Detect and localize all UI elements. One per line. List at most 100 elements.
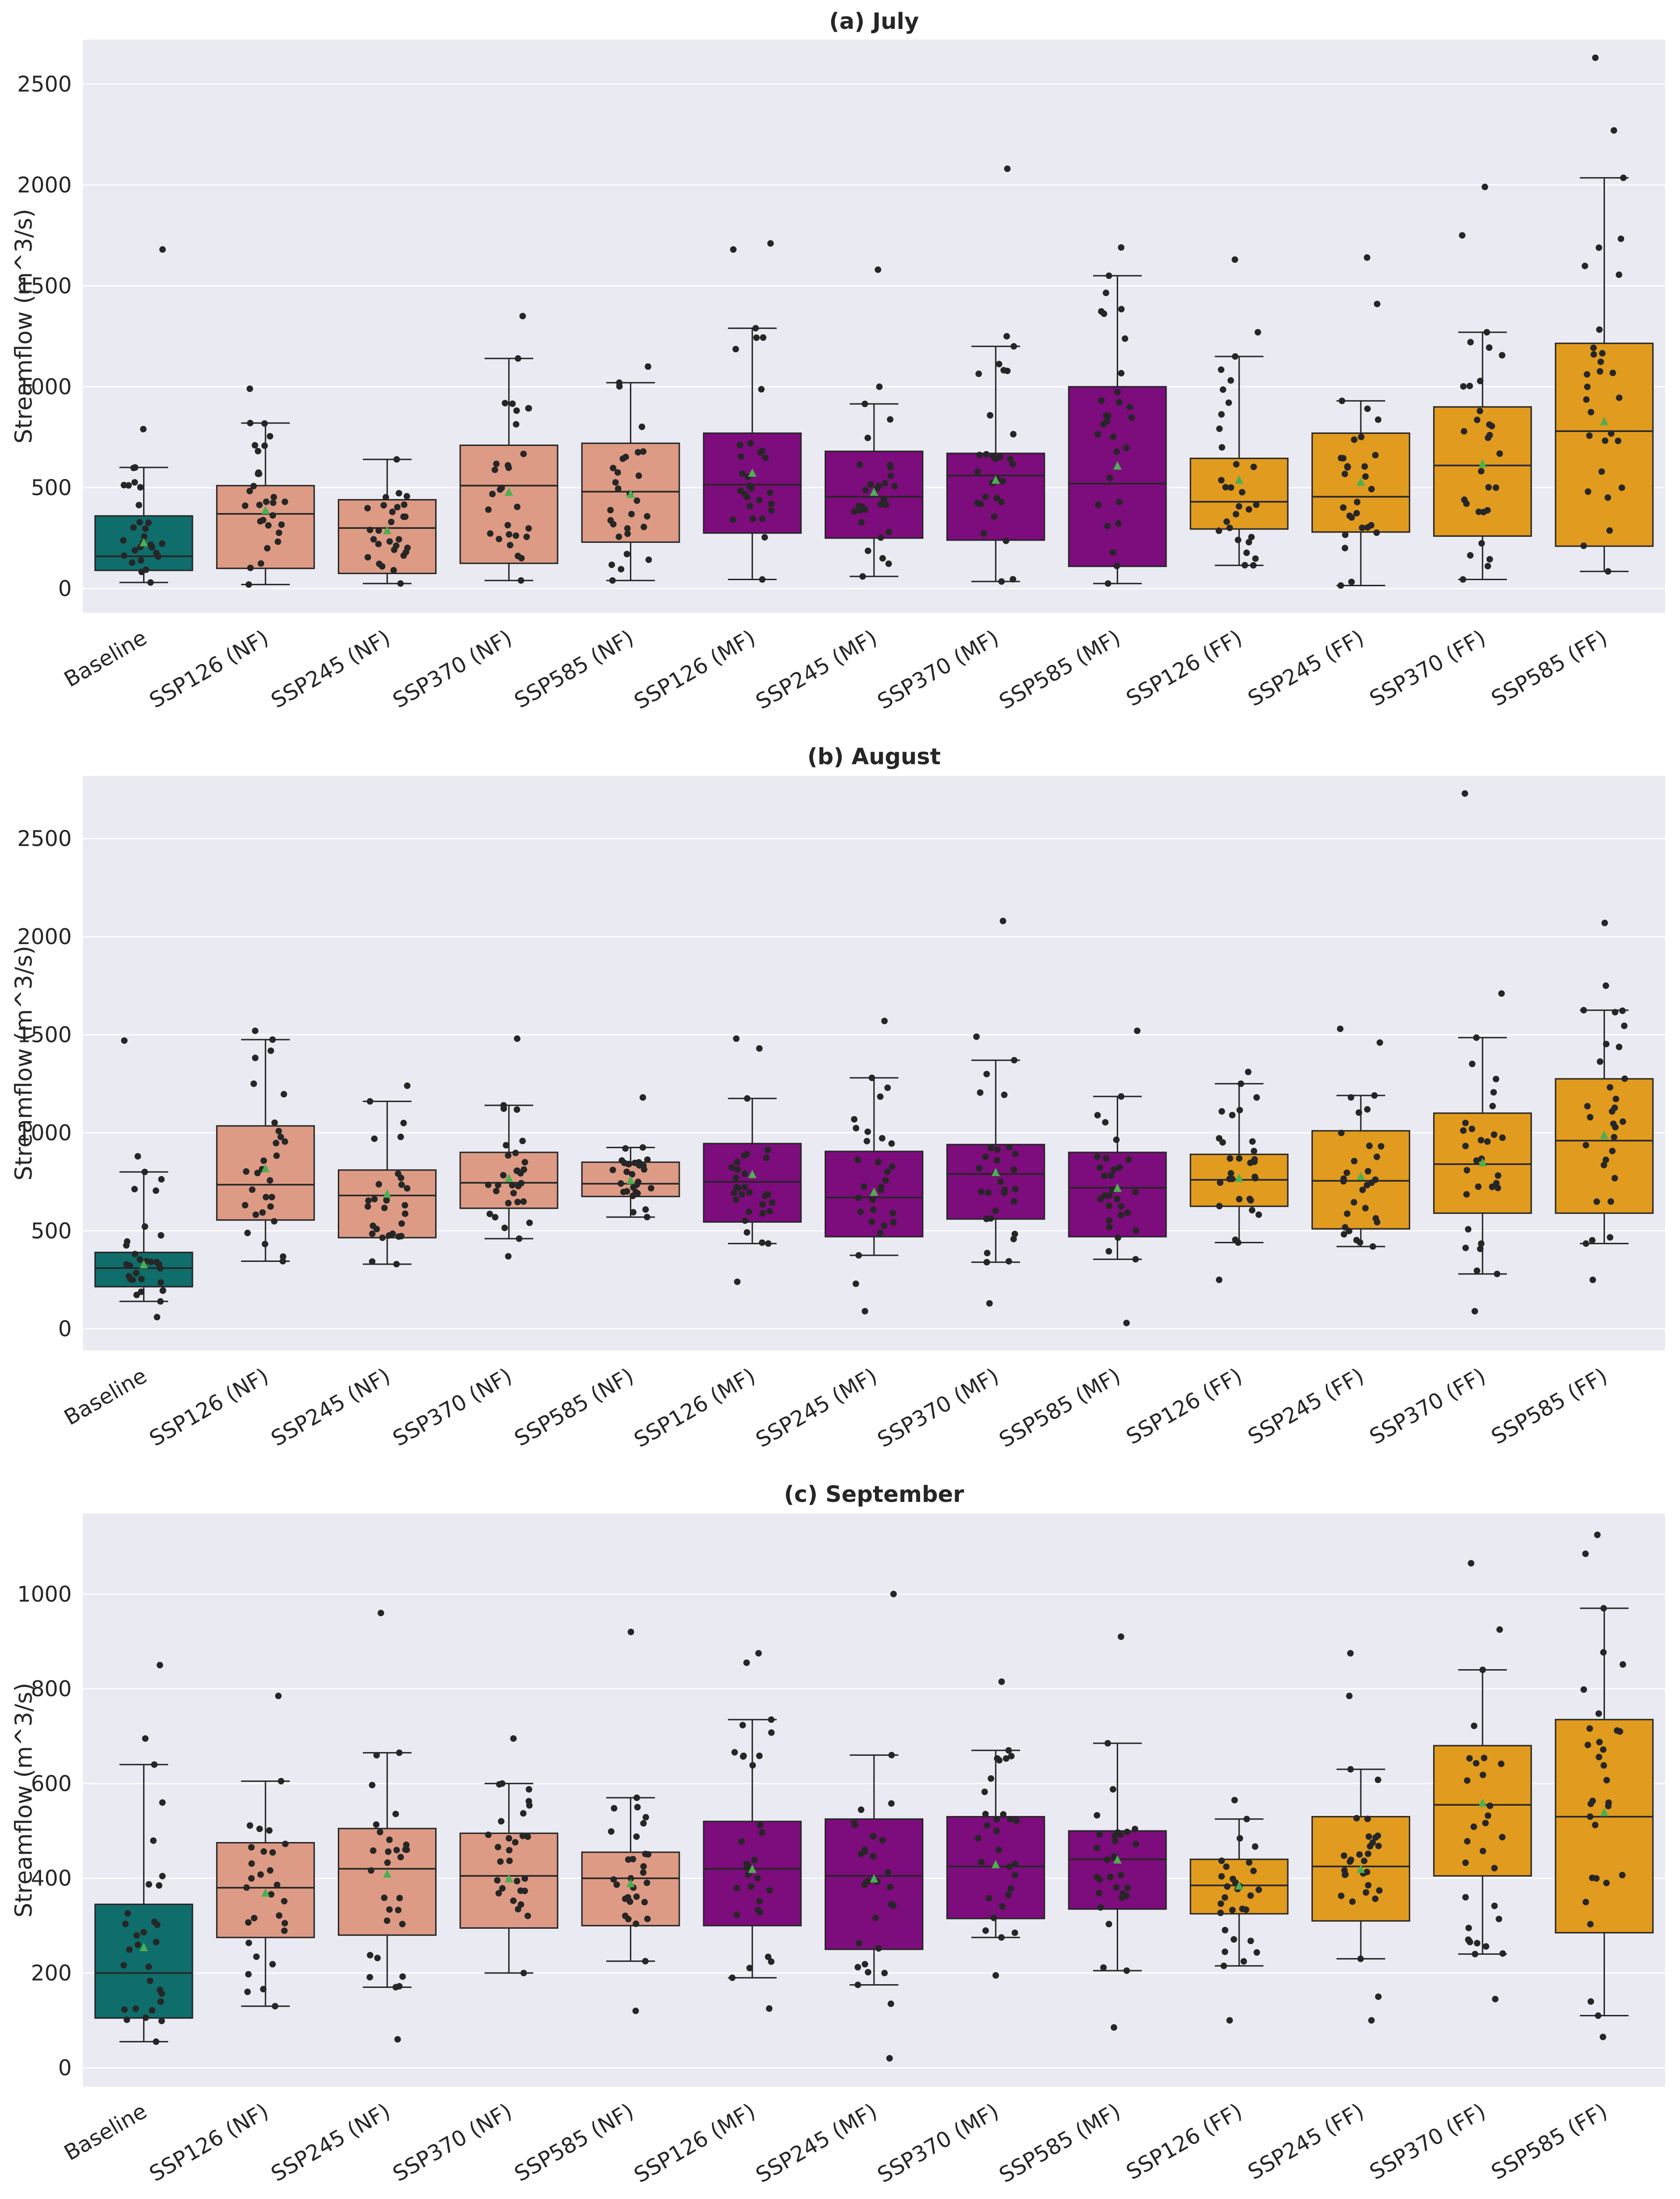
data-point <box>1365 1168 1372 1175</box>
data-point <box>766 2005 773 2012</box>
mean-marker <box>1113 1183 1122 1192</box>
data-point <box>400 513 407 520</box>
data-point <box>640 523 647 530</box>
data-point <box>1342 531 1349 538</box>
data-point <box>1496 450 1503 457</box>
data-point <box>622 1145 629 1152</box>
data-point <box>152 1187 159 1194</box>
box <box>1189 458 1289 530</box>
mean-marker <box>626 1878 635 1887</box>
box-group <box>581 1629 680 2014</box>
data-point <box>273 1140 280 1147</box>
data-point <box>1612 1009 1619 1016</box>
data-point <box>1590 351 1597 358</box>
data-point <box>147 1977 154 1984</box>
data-point <box>1609 1108 1616 1115</box>
data-point <box>1344 464 1351 471</box>
data-point <box>1217 1909 1224 1916</box>
box <box>338 1169 437 1239</box>
y-tick-label: 1000 <box>17 374 72 399</box>
data-point <box>269 1961 276 1968</box>
data-point <box>1250 1867 1257 1874</box>
data-point <box>373 1821 380 1828</box>
data-point <box>1361 463 1368 470</box>
data-point <box>1589 1237 1596 1244</box>
data-point <box>121 552 128 559</box>
data-point <box>157 1298 164 1305</box>
box <box>1068 1830 1167 1910</box>
data-point <box>1460 383 1467 390</box>
data-point <box>500 1102 507 1109</box>
data-point <box>382 494 389 501</box>
box <box>1555 1078 1654 1214</box>
data-point <box>1462 1119 1469 1126</box>
data-point <box>397 1854 404 1861</box>
x-tick-label: SSP370 (MF) <box>873 1363 1003 1452</box>
y-axis-label: Streamflow (m^3/s) <box>10 1683 37 1918</box>
data-point <box>131 1251 138 1258</box>
data-point <box>627 1898 634 1905</box>
data-point <box>888 1140 895 1147</box>
box <box>1433 1745 1532 1877</box>
data-point <box>1216 1276 1222 1283</box>
data-point <box>999 1903 1006 1910</box>
data-point <box>741 491 748 498</box>
data-point <box>639 1144 646 1151</box>
data-point <box>990 513 997 520</box>
data-point <box>1346 1692 1353 1699</box>
data-point <box>978 1858 985 1865</box>
data-point <box>1378 1143 1385 1150</box>
data-point <box>246 581 253 588</box>
data-point <box>1011 1860 1018 1867</box>
data-point <box>148 1258 155 1265</box>
data-point <box>628 1875 635 1882</box>
mean-marker <box>870 1187 878 1196</box>
box-group <box>338 456 437 587</box>
data-point <box>634 1190 641 1197</box>
data-point <box>1118 244 1125 251</box>
data-point <box>998 1934 1005 1941</box>
data-point <box>1356 1851 1363 1858</box>
data-point <box>1587 1114 1594 1121</box>
data-point <box>1095 501 1102 508</box>
data-point <box>1603 1879 1610 1886</box>
data-point <box>1013 1817 1020 1824</box>
data-point <box>1116 499 1123 506</box>
data-point <box>890 1219 897 1226</box>
data-point <box>993 494 1000 501</box>
data-point <box>153 1939 160 1946</box>
data-point <box>742 1217 749 1224</box>
data-point <box>242 1202 249 1209</box>
box-group <box>703 1650 802 2012</box>
data-point <box>375 527 382 534</box>
data-point <box>1496 1916 1502 1923</box>
data-point <box>882 1177 889 1184</box>
data-point <box>131 547 138 554</box>
data-point <box>1111 1853 1118 1860</box>
data-point <box>1005 1891 1012 1898</box>
data-point <box>744 1229 751 1236</box>
data-point <box>140 425 147 432</box>
data-point <box>138 1275 145 1282</box>
data-point <box>1124 1884 1131 1891</box>
data-point <box>1223 518 1230 525</box>
data-point <box>1104 418 1111 425</box>
data-point <box>1375 416 1382 423</box>
data-point <box>383 1197 390 1204</box>
mean-marker <box>991 1860 1000 1869</box>
data-point <box>390 567 397 574</box>
data-point <box>1341 545 1348 552</box>
data-point <box>1253 1949 1260 1956</box>
data-point <box>1489 1103 1496 1110</box>
mean-marker <box>383 1869 392 1878</box>
data-point <box>1478 540 1485 547</box>
data-point <box>1364 254 1371 261</box>
data-point <box>145 1963 152 1970</box>
data-point <box>268 1891 275 1898</box>
data-point <box>1372 1176 1379 1183</box>
x-tick-label: SSP370 (FF) <box>1365 2098 1489 2185</box>
data-point <box>274 538 281 545</box>
data-point <box>886 528 893 535</box>
data-point <box>1480 1848 1487 1855</box>
data-point <box>1462 1244 1469 1251</box>
